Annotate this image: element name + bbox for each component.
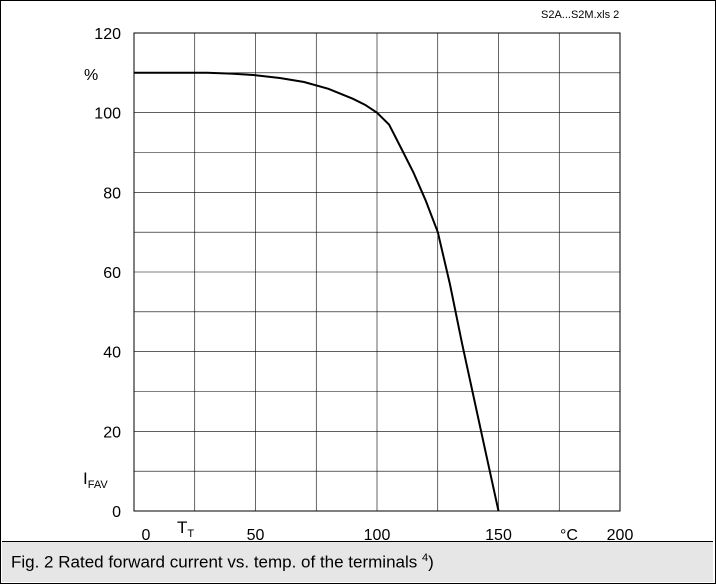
x-tick-labels: 0 50 100 150 200 <box>142 527 634 541</box>
y-tick-labels: 0 20 40 60 80 100 120 <box>94 26 121 521</box>
caption-main: Fig. 2 Rated forward current vs. temp. o… <box>11 552 418 572</box>
y-axis-symbol: IFAV <box>83 469 108 491</box>
plot-border <box>133 32 621 512</box>
x-tick-label: 200 <box>607 527 634 541</box>
y-tick-label: 20 <box>103 424 121 441</box>
chart-canvas: 0 20 40 60 80 100 120 0 50 100 150 200 S2A...S2M.x… <box>83 9 634 541</box>
x-tick-label: 50 <box>247 527 265 541</box>
y-tick-label: 100 <box>94 106 121 123</box>
figure-caption-bar: Fig. 2 Rated forward current vs. temp. o… <box>2 541 713 582</box>
y-axis-symbol-sub: FAV <box>88 479 109 491</box>
x-axis-symbol-sub: T <box>187 528 194 540</box>
x-axis-symbol-main: T <box>177 518 187 537</box>
caption-footnote: 4 <box>422 552 429 564</box>
x-tick-label: 150 <box>485 527 512 541</box>
y-unit-label: % <box>84 67 98 84</box>
y-tick-label: 0 <box>112 504 121 521</box>
series-line <box>134 71 500 512</box>
x-unit-label: °C <box>560 527 578 541</box>
x-tick-label: 0 <box>142 527 151 541</box>
figure-caption: Fig. 2 Rated forward current vs. temp. o… <box>11 552 434 573</box>
y-axis-symbol-main: I <box>83 469 88 488</box>
y-tick-label: 60 <box>103 265 121 282</box>
y-tick-label: 80 <box>103 185 121 202</box>
y-tick-label: 120 <box>94 26 121 43</box>
grid <box>134 33 620 511</box>
file-reference: S2A...S2M.xls 2 <box>541 9 619 21</box>
caption-suffix: ) <box>428 552 434 572</box>
y-tick-label: 40 <box>103 345 121 362</box>
x-axis-symbol: TT <box>177 518 194 540</box>
x-tick-label: 100 <box>364 527 391 541</box>
